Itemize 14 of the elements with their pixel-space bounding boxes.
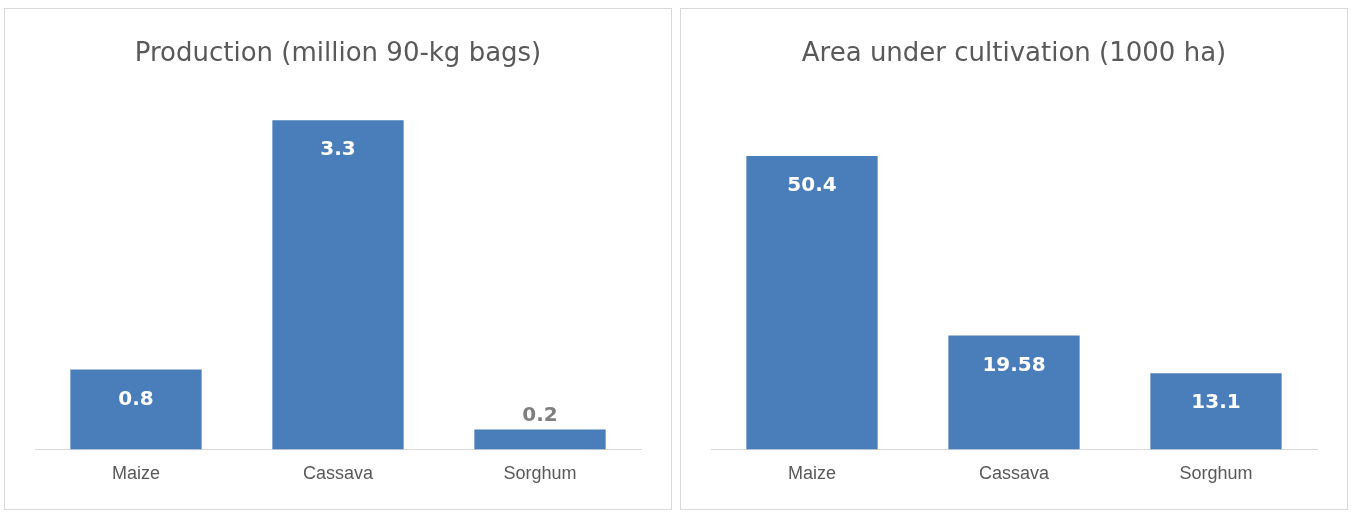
data-label: 19.58 — [982, 351, 1046, 376]
data-label: 50.4 — [787, 172, 837, 197]
data-label: 13.1 — [1191, 389, 1241, 414]
x-tick-label: Sorghum — [1179, 463, 1253, 484]
x-tick-label: Cassava — [978, 463, 1050, 484]
data-label: 0.2 — [522, 401, 558, 426]
x-tick-label: Sorghum — [503, 463, 577, 484]
x-tick-label: Maize — [111, 463, 161, 484]
data-label: 0.8 — [118, 385, 154, 410]
chart-title: Production (million 90-kg bags) — [134, 37, 542, 68]
chart-title: Area under cultivation (1000 ha) — [801, 37, 1227, 68]
x-tick-label: Maize — [787, 463, 837, 484]
x-tick-label: Cassava — [302, 463, 374, 484]
data-label: 3.3 — [320, 136, 356, 161]
